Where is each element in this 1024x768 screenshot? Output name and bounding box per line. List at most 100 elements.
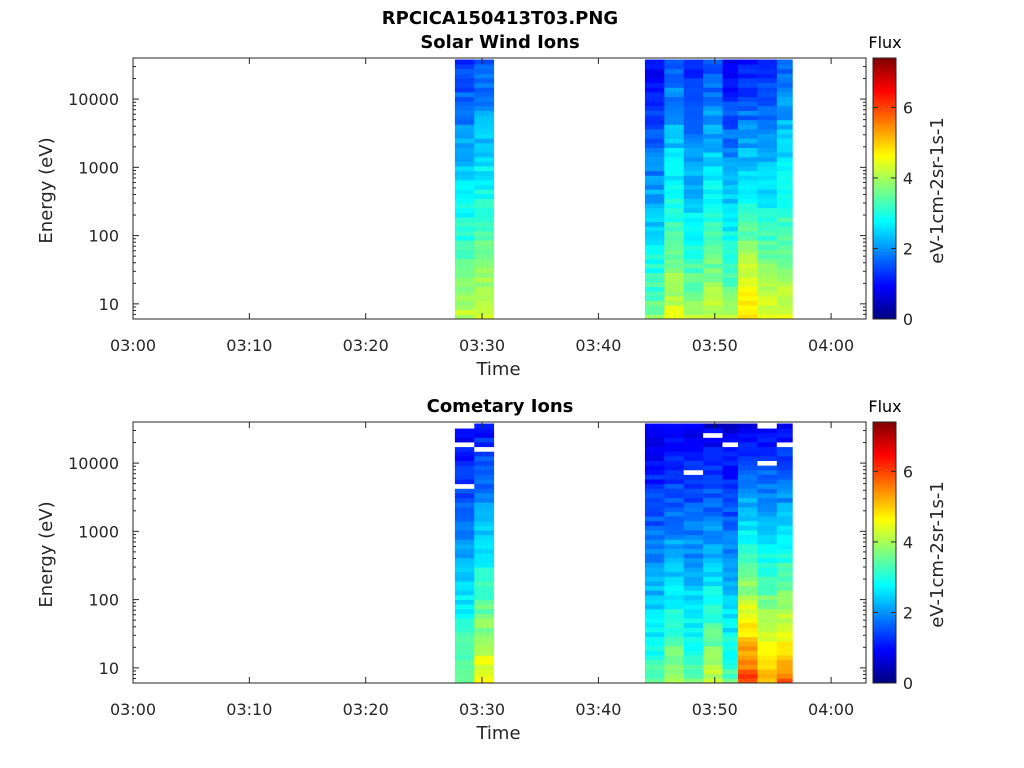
heatmap-cell — [738, 562, 758, 568]
heatmap-cell — [683, 543, 704, 550]
heatmap-cell — [474, 576, 495, 582]
heatmap-cell — [454, 618, 475, 624]
heatmap-cell — [703, 460, 723, 466]
heatmap-cell — [722, 659, 739, 665]
heatmap-cell — [703, 249, 723, 255]
heatmap-cell — [738, 604, 758, 610]
heatmap-cell — [738, 636, 758, 642]
heatmap-cell — [683, 548, 704, 554]
heatmap-cell — [474, 664, 495, 670]
heatmap-cell — [454, 96, 475, 102]
heatmap-cell — [664, 277, 685, 283]
heatmap-cell — [738, 152, 758, 158]
heatmap-cell — [683, 613, 704, 619]
colorbar-title: Flux — [868, 397, 901, 416]
heatmap-cell — [644, 73, 665, 79]
heatmap-cell — [454, 254, 475, 260]
heatmap-cell — [757, 502, 778, 508]
heatmap-cell — [757, 428, 778, 434]
heatmap-cell — [776, 295, 793, 301]
heatmap-cell — [757, 184, 778, 190]
heatmap-cell — [474, 497, 495, 503]
heatmap-cell — [722, 129, 739, 135]
heatmap-cell — [474, 511, 495, 517]
heatmap-cell — [683, 571, 704, 577]
heatmap-cell — [703, 428, 723, 434]
heatmap-cell — [644, 235, 665, 241]
heatmap-cell — [683, 309, 704, 315]
heatmap-cell — [664, 124, 685, 130]
heatmap-cell — [644, 78, 665, 84]
heatmap-cell — [644, 483, 665, 489]
heatmap-cell — [757, 198, 778, 204]
heatmap-cell — [738, 530, 758, 536]
heatmap-cell — [454, 119, 475, 125]
heatmap-cell — [664, 627, 685, 633]
heatmap-cell — [683, 673, 704, 679]
heatmap-cell — [454, 632, 475, 638]
heatmap-cell — [776, 309, 793, 315]
heatmap-cell — [644, 659, 665, 665]
heatmap-cell — [474, 534, 495, 540]
heatmap-cell — [664, 91, 685, 97]
heatmap-cell — [722, 650, 739, 656]
heatmap-cell — [683, 147, 704, 153]
heatmap-cell — [738, 142, 758, 148]
heatmap-cell — [738, 460, 758, 466]
heatmap-cell — [703, 124, 723, 130]
flux-column — [776, 59, 793, 320]
heatmap-cell — [776, 562, 793, 568]
heatmap-cell — [644, 138, 665, 144]
heatmap-cell — [757, 78, 778, 84]
heatmap-cell — [757, 105, 778, 111]
heatmap-cell — [757, 235, 778, 241]
heatmap-cell — [738, 618, 758, 624]
heatmap-cell — [722, 87, 739, 93]
heatmap-cell — [703, 553, 723, 559]
heatmap-cell — [644, 543, 665, 550]
colorbar-tick-label: 4 — [903, 169, 913, 188]
heatmap-cell — [683, 469, 704, 475]
heatmap-cell — [703, 645, 723, 651]
heatmap-cell — [722, 73, 739, 79]
heatmap-cell — [474, 488, 495, 494]
heatmap-cell — [644, 618, 665, 624]
heatmap-cell — [722, 613, 739, 619]
heatmap-cell — [757, 632, 778, 638]
heatmap-cell — [738, 124, 758, 130]
heatmap-cell — [664, 258, 685, 264]
heatmap-cell — [722, 119, 739, 125]
heatmap-cell — [683, 59, 704, 65]
heatmap-cell — [738, 189, 758, 195]
heatmap-cell — [664, 571, 685, 577]
heatmap-cell — [703, 511, 723, 517]
heatmap-cell — [757, 530, 778, 536]
heatmap-cell — [738, 594, 758, 600]
heatmap-cell — [474, 483, 495, 489]
heatmap-cell — [776, 189, 793, 195]
flux-column — [683, 59, 704, 320]
heatmap-cell — [644, 562, 665, 568]
heatmap-cell — [776, 91, 793, 97]
heatmap-cell — [474, 632, 495, 638]
heatmap-cell — [738, 96, 758, 102]
heatmap-cell — [757, 115, 778, 121]
heatmap-cell — [454, 525, 475, 531]
heatmap-cell — [664, 101, 685, 107]
heatmap-cell — [776, 277, 793, 283]
heatmap-cell — [722, 678, 739, 684]
heatmap-cell — [776, 539, 793, 545]
heatmap-cell — [776, 101, 793, 107]
heatmap-cell — [454, 641, 475, 647]
heatmap-cell — [474, 230, 495, 236]
heatmap-cell — [474, 221, 495, 227]
heatmap-cell — [454, 244, 475, 250]
heatmap-cell — [757, 221, 778, 227]
heatmap-cell — [454, 502, 475, 508]
heatmap-cell — [454, 506, 475, 512]
heatmap-cell — [703, 170, 723, 176]
heatmap-cell — [664, 479, 685, 485]
flux-column — [703, 59, 723, 320]
heatmap-cell — [757, 437, 778, 443]
heatmap-cell — [738, 226, 758, 232]
